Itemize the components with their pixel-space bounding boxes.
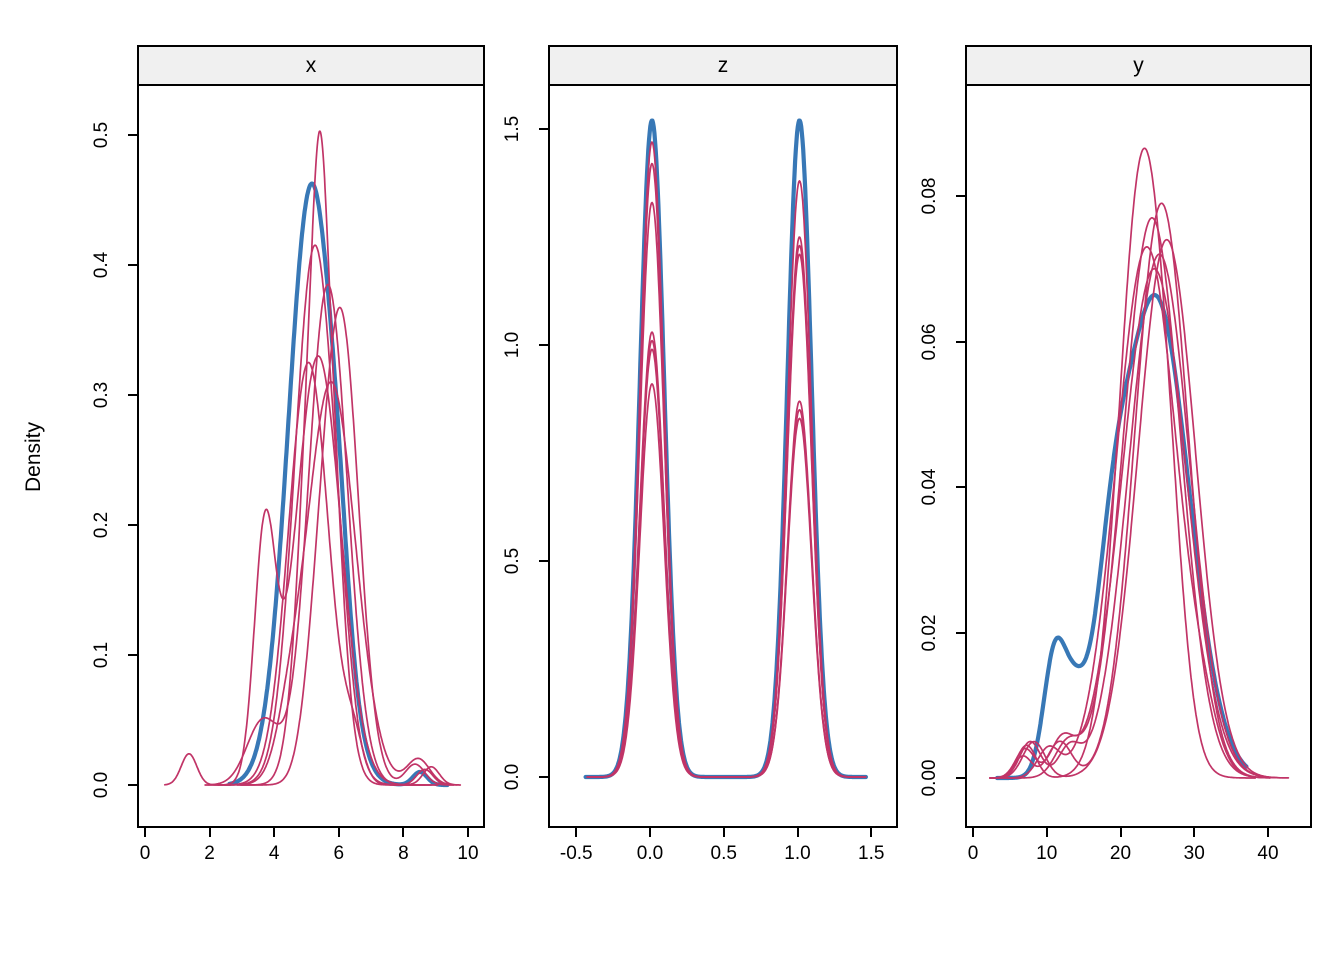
- y-tick-mark-z-0: [539, 776, 548, 778]
- y-tick-mark-x-0: [128, 784, 137, 786]
- density-curve-x-observed: [227, 181, 450, 788]
- x-tick-label-y-1: 10: [1036, 843, 1058, 864]
- x-tick-mark-z-2: [722, 828, 725, 837]
- y-tick-mark-z-2: [539, 344, 548, 346]
- plot-area-y: [988, 147, 1290, 781]
- density-curve-z-imputed_7: [587, 253, 863, 778]
- y-tick-mark-x-4: [128, 264, 137, 266]
- x-tick-label-y-4: 40: [1257, 843, 1279, 864]
- x-tick-mark-z-3: [796, 828, 799, 837]
- x-tick-label-x-1: 2: [204, 843, 215, 864]
- density-curve-y-imputed_2: [988, 202, 1271, 779]
- y-tick-label-y-1: 0.02: [919, 614, 940, 651]
- density-curve-x-imputed_5: [204, 355, 462, 786]
- y-tick-mark-z-3: [539, 128, 548, 130]
- strip-label-z: z: [717, 54, 729, 77]
- y-tick-mark-y-2: [956, 486, 965, 488]
- y-tick-label-x-2: 0.2: [91, 511, 112, 539]
- density-curve-y-imputed_7: [996, 267, 1279, 779]
- panel-x: [137, 86, 485, 828]
- y-tick-label-z-1: 0.5: [502, 547, 523, 575]
- x-tick-label-x-5: 10: [457, 843, 479, 864]
- x-tick-label-x-0: 0: [139, 843, 151, 864]
- strip-y: y: [965, 45, 1312, 86]
- y-tick-label-z-2: 1.0: [502, 331, 523, 359]
- y-tick-label-x-4: 0.4: [91, 251, 112, 279]
- x-tick-mark-z-0: [575, 828, 578, 837]
- panel-y: [965, 86, 1312, 828]
- y-tick-label-x-0: 0.0: [91, 771, 112, 799]
- y-tick-mark-y-4: [956, 195, 965, 197]
- x-tick-label-x-4: 8: [398, 843, 409, 864]
- x-tick-label-y-3: 30: [1183, 843, 1205, 864]
- density-curve-y-imputed_3: [992, 216, 1264, 779]
- y-tick-label-x-5: 0.5: [91, 121, 112, 149]
- y-tick-mark-y-3: [956, 340, 965, 343]
- y-tick-label-z-0: 0.0: [502, 763, 523, 791]
- density-curve-x-imputed_1: [236, 130, 446, 786]
- x-tick-mark-x-4: [402, 828, 405, 837]
- density-curve-y-imputed_6: [988, 253, 1290, 779]
- x-tick-label-z-3: 1.0: [784, 843, 811, 864]
- strip-x: x: [137, 45, 485, 86]
- y-tick-mark-y-0: [956, 777, 965, 779]
- y-axis-title: Density: [22, 421, 45, 493]
- y-tick-mark-x-3: [128, 394, 137, 396]
- y-tick-label-y-3: 0.06: [919, 323, 940, 360]
- y-tick-mark-x-1: [128, 654, 137, 656]
- x-tick-mark-z-4: [870, 828, 873, 837]
- strip-z: z: [548, 45, 898, 86]
- density-curve-x-imputed_4: [239, 306, 455, 786]
- density-curve-y-imputed_4: [988, 238, 1282, 779]
- y-tick-label-y-0: 0.00: [919, 759, 940, 797]
- y-tick-mark-x-2: [128, 524, 137, 526]
- x-tick-mark-y-2: [1119, 828, 1122, 837]
- y-tick-mark-z-1: [539, 560, 548, 562]
- density-curve-y-imputed_5: [992, 246, 1271, 779]
- x-tick-mark-y-0: [972, 828, 974, 837]
- x-tick-label-z-0: -0.5: [559, 843, 593, 864]
- panel-z: [548, 86, 898, 828]
- y-tick-label-x-1: 0.1: [91, 641, 112, 669]
- x-tick-label-z-4: 1.5: [858, 843, 885, 864]
- x-tick-label-x-2: 4: [268, 843, 280, 864]
- x-tick-label-y-0: 0: [967, 843, 979, 864]
- x-tick-label-z-2: 0.5: [710, 843, 737, 864]
- x-tick-label-y-2: 20: [1109, 843, 1132, 864]
- y-tick-label-z-3: 1.5: [502, 115, 523, 143]
- density-curve-x-imputed_2: [223, 244, 426, 786]
- x-tick-mark-y-4: [1267, 828, 1269, 837]
- x-tick-mark-y-1: [1045, 828, 1048, 837]
- x-tick-mark-x-0: [144, 828, 146, 837]
- density-curve-x-imputed_3: [207, 283, 439, 786]
- y-tick-label-y-2: 0.04: [919, 468, 940, 506]
- x-tick-mark-x-1: [208, 828, 211, 837]
- x-tick-mark-x-5: [467, 828, 469, 837]
- x-tick-label-z-1: 0.0: [636, 843, 664, 864]
- strip-label-x: x: [305, 54, 317, 77]
- x-tick-mark-z-1: [649, 828, 651, 837]
- plot-area-z: [583, 118, 868, 780]
- x-tick-mark-x-2: [273, 828, 276, 837]
- x-tick-mark-x-3: [337, 828, 340, 837]
- y-tick-label-x-3: 0.3: [91, 381, 112, 409]
- density-curve-z-observed: [583, 118, 868, 780]
- y-tick-label-y-4: 0.08: [919, 177, 940, 215]
- density-curve-x-imputed_7: [217, 380, 458, 786]
- y-tick-mark-y-1: [956, 631, 965, 634]
- y-tick-mark-x-5: [128, 134, 137, 136]
- x-tick-mark-y-3: [1193, 828, 1196, 837]
- plot-area-x: [163, 130, 462, 788]
- x-tick-label-x-3: 6: [333, 843, 345, 864]
- density-curve-x-imputed_6: [163, 361, 433, 786]
- strip-label-y: y: [1133, 54, 1144, 77]
